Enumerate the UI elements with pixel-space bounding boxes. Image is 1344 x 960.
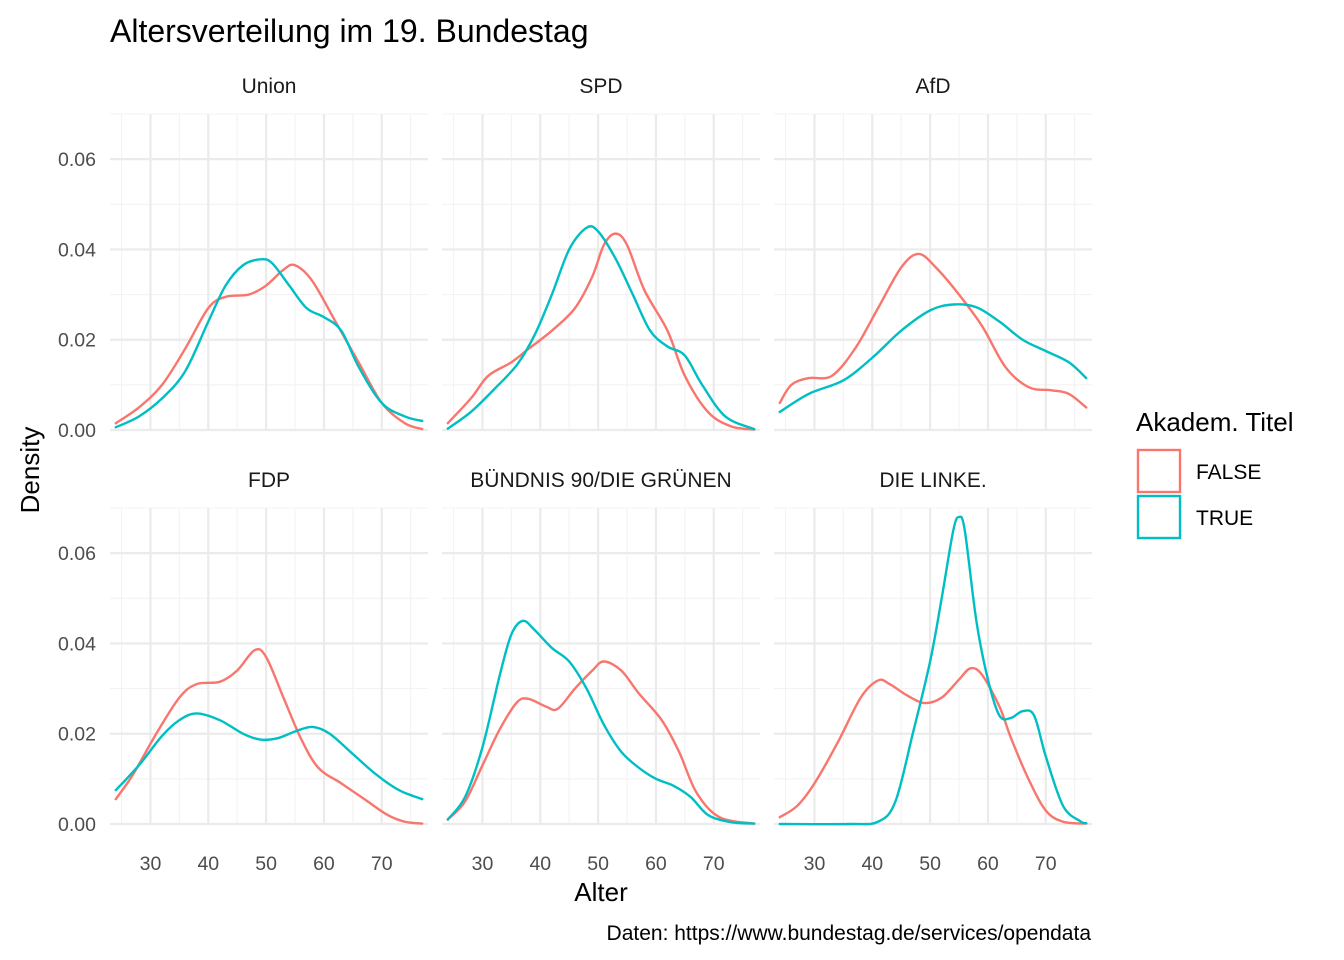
- facet-strip-label: DIE LINKE.: [879, 469, 986, 492]
- legend-label-false: FALSE: [1196, 461, 1261, 484]
- density-curve-true: [446, 619, 756, 825]
- y-tick-label: 0.02: [58, 724, 96, 746]
- x-tick-label: 40: [529, 853, 551, 875]
- x-tick-label: 50: [255, 853, 277, 875]
- facet-strip-label: BÜNDNIS 90/DIE GRÜNEN: [470, 469, 731, 492]
- facet-strip-label: Union: [242, 75, 297, 98]
- facet-panels: Union 0.00 0.02 0.04 0.06 SPD AfD FDP 0.00 0.02 0.…: [58, 75, 1092, 875]
- legend-title: Akadem. Titel: [1136, 407, 1294, 437]
- facet-panel: SPD: [442, 75, 760, 432]
- x-tick-label: 40: [861, 853, 883, 875]
- chart-title: Altersverteilung im 19. Bundestag: [110, 13, 588, 49]
- density-curve-false: [446, 660, 756, 825]
- facet-panel: FDP 0.00 0.02 0.04 0.06 30 40 50 60 70: [58, 469, 428, 875]
- legend-key-false: [1136, 448, 1182, 494]
- density-curve-false: [446, 232, 756, 431]
- legend-key-true: [1136, 494, 1182, 540]
- y-axis-title: Density: [15, 427, 45, 514]
- x-tick-label: 50: [587, 853, 609, 875]
- density-curve-true: [778, 515, 1088, 826]
- legend: Akadem. Titel FALSE TRUE: [1136, 407, 1294, 540]
- facet-strip-label: FDP: [248, 469, 290, 492]
- caption: Daten: https://www.bundestag.de/services…: [607, 922, 1092, 945]
- density-curve-true: [114, 712, 424, 801]
- facet-panel: Union 0.00 0.02 0.04 0.06: [58, 75, 428, 442]
- x-tick-label: 30: [472, 853, 494, 875]
- y-tick-label: 0.00: [58, 420, 96, 442]
- facet-panel: BÜNDNIS 90/DIE GRÜNEN 30 40 50 60 70: [442, 469, 760, 875]
- x-tick-label: 70: [1035, 853, 1057, 875]
- density-curve-false: [114, 647, 424, 825]
- y-tick-label: 0.02: [58, 330, 96, 352]
- facet-strip-label: AfD: [915, 75, 950, 98]
- y-tick-label: 0.06: [58, 543, 96, 565]
- x-tick-label: 70: [371, 853, 393, 875]
- x-tick-label: 60: [313, 853, 335, 875]
- legend-label-true: TRUE: [1196, 507, 1253, 530]
- y-tick-label: 0.06: [58, 149, 96, 171]
- y-tick-label: 0.04: [58, 239, 96, 261]
- x-tick-label: 30: [804, 853, 826, 875]
- density-curve-false: [114, 263, 424, 431]
- facet-panel: AfD: [774, 75, 1092, 432]
- x-tick-label: 30: [140, 853, 162, 875]
- x-axis-title: Alter: [574, 877, 628, 907]
- facet-strip-label: SPD: [579, 75, 622, 98]
- facet-panel: DIE LINKE. 30 40 50 60 70: [774, 469, 1092, 875]
- x-tick-label: 70: [703, 853, 725, 875]
- x-tick-label: 50: [919, 853, 941, 875]
- x-tick-label: 60: [977, 853, 999, 875]
- y-tick-label: 0.04: [58, 633, 96, 655]
- density-curve-true: [114, 257, 424, 429]
- density-curve-true: [446, 225, 756, 431]
- density-curve-false: [778, 666, 1088, 825]
- density-curve-true: [778, 303, 1088, 414]
- x-tick-label: 40: [197, 853, 219, 875]
- y-tick-label: 0.00: [58, 814, 96, 836]
- x-tick-label: 60: [645, 853, 667, 875]
- density-curve-false: [778, 252, 1088, 409]
